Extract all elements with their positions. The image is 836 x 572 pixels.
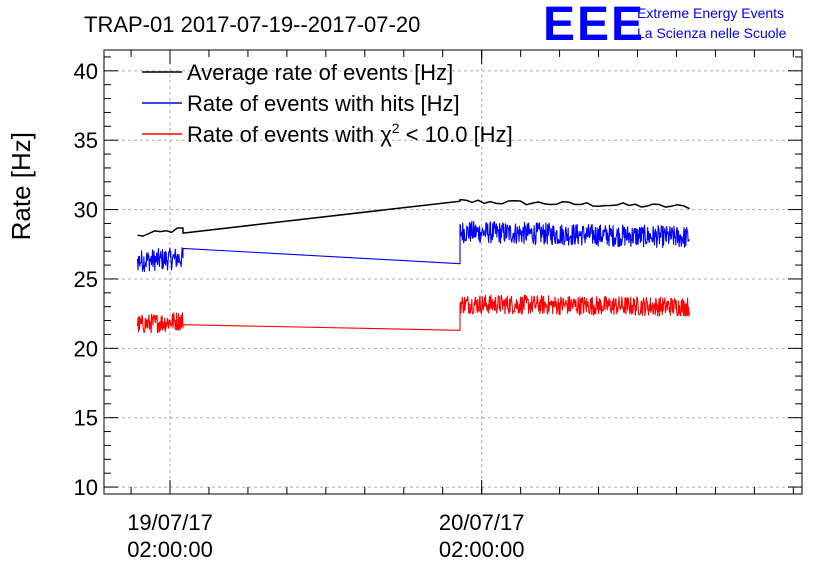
- x-tick-label-time-0: 02:00:00: [127, 537, 213, 562]
- logo-mark: EEE: [543, 0, 645, 51]
- axes: [103, 49, 803, 495]
- y-tick-label-20: 20: [74, 336, 98, 361]
- legend-item-chi2: Rate of events with χ2 < 10.0 [Hz]: [142, 120, 513, 147]
- series-line-2: [136, 294, 691, 334]
- y-tick-label-25: 25: [74, 267, 98, 292]
- legend-chi2-post: < 10.0 [Hz]: [400, 122, 513, 147]
- legend-label-hits: Rate of events with hits [Hz]: [187, 91, 460, 116]
- x-tick-label-date-1: 20/07/17: [439, 510, 525, 535]
- x-tick-label-date-0: 19/07/17: [127, 510, 213, 535]
- y-tick-label-35: 35: [74, 128, 98, 153]
- grid-lines: [104, 50, 802, 494]
- legend-label-average: Average rate of events [Hz]: [187, 60, 453, 85]
- legend: Average rate of events [Hz] Rate of even…: [142, 60, 513, 147]
- logo-line2: La Scienza nelle Scuole: [637, 25, 787, 41]
- plot-frame: [103, 49, 803, 495]
- y-axis-title: Rate [Hz]: [6, 132, 36, 240]
- y-tick-label-40: 40: [74, 59, 98, 84]
- legend-chi2-sup: 2: [392, 120, 400, 136]
- series-line-0: [137, 198, 690, 237]
- x-tick-label-time-1: 02:00:00: [439, 537, 525, 562]
- logo-line1: Extreme Energy Events: [637, 5, 784, 21]
- legend-label-chi2: Rate of events with χ2 < 10.0 [Hz]: [187, 120, 513, 147]
- series-line-1: [136, 220, 690, 273]
- legend-chi2-pre: Rate of events with χ: [187, 122, 392, 147]
- tick-labels: 1015202530354019/07/1702:00:0020/07/1702…: [74, 59, 525, 562]
- chart-title: TRAP-01 2017-07-19--2017-07-20: [84, 12, 420, 37]
- eee-logo: EEE Extreme Energy Events La Scienza nel…: [543, 0, 787, 51]
- legend-item-average: Average rate of events [Hz]: [142, 60, 453, 85]
- y-tick-label-15: 15: [74, 406, 98, 431]
- legend-item-hits: Rate of events with hits [Hz]: [142, 91, 460, 116]
- tick-marks: [104, 50, 802, 494]
- y-tick-label-10: 10: [74, 475, 98, 500]
- y-tick-label-30: 30: [74, 198, 98, 223]
- series-group: [136, 198, 691, 334]
